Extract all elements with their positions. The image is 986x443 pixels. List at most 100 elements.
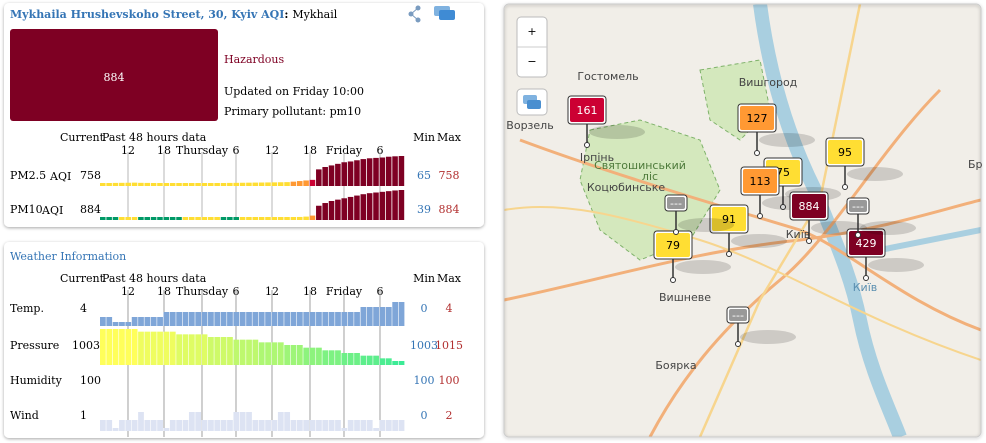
history-bar bbox=[309, 179, 316, 186]
marker[interactable] bbox=[847, 198, 869, 214]
history-bar bbox=[201, 217, 208, 220]
weather-bar bbox=[316, 420, 322, 431]
history-bar bbox=[284, 182, 290, 186]
history-bar bbox=[176, 217, 182, 220]
history-bar bbox=[138, 217, 144, 220]
weather-bar bbox=[341, 428, 348, 431]
history-bar bbox=[106, 217, 112, 220]
history-bar bbox=[385, 156, 392, 186]
weather-bar bbox=[309, 420, 316, 431]
marker-shadow bbox=[675, 260, 731, 274]
history-bar bbox=[208, 217, 214, 220]
weather-bar bbox=[163, 331, 170, 365]
weather-bar bbox=[366, 307, 373, 326]
history-bar bbox=[335, 163, 341, 186]
marker[interactable] bbox=[741, 167, 779, 195]
header-max: Max bbox=[437, 131, 462, 144]
time-label: 18 bbox=[157, 144, 171, 157]
history-bar bbox=[169, 217, 176, 220]
zoom-in: + bbox=[527, 25, 536, 38]
history-bar bbox=[208, 183, 214, 186]
marker-label: 113 bbox=[750, 175, 771, 188]
marker[interactable] bbox=[665, 195, 687, 211]
marker-shadow bbox=[860, 221, 916, 235]
marker-label: 161 bbox=[577, 104, 598, 117]
weather-bar bbox=[258, 420, 265, 431]
weather-bar bbox=[169, 312, 176, 326]
history-bar bbox=[296, 181, 303, 186]
history-bar bbox=[373, 157, 379, 186]
history-bar bbox=[373, 192, 379, 220]
row-max: 758 bbox=[439, 169, 460, 182]
share-icon[interactable] bbox=[408, 5, 421, 23]
weather-bar bbox=[265, 342, 271, 365]
marker-pin bbox=[670, 277, 676, 283]
marker[interactable] bbox=[826, 138, 864, 166]
marker[interactable] bbox=[568, 96, 606, 124]
place-label: Вишневе bbox=[659, 291, 711, 304]
history-bar bbox=[252, 182, 259, 186]
marker[interactable] bbox=[790, 192, 828, 220]
place-label: Коцюбинське bbox=[587, 181, 666, 194]
weather-bar bbox=[220, 420, 227, 431]
weather-bar bbox=[265, 312, 271, 326]
aqi-box bbox=[10, 29, 218, 121]
weather-bar bbox=[125, 329, 132, 365]
weather-bar bbox=[373, 355, 379, 365]
history-bar bbox=[239, 182, 246, 186]
weather-bar bbox=[144, 317, 151, 326]
weather-bar bbox=[138, 317, 144, 326]
place-label: Гостомель bbox=[577, 70, 638, 83]
history-bar bbox=[290, 181, 297, 186]
marker-pin bbox=[735, 341, 741, 347]
weather-bar bbox=[316, 347, 322, 365]
weather-bar bbox=[106, 420, 113, 431]
title-text[interactable]: Mykhaila Hrushevskoho Street, 30, Kyiv A… bbox=[10, 8, 284, 21]
history-bar bbox=[182, 217, 189, 220]
weather-bar bbox=[100, 317, 106, 326]
row-max: 884 bbox=[439, 203, 460, 216]
weather-bar bbox=[322, 312, 329, 326]
history-bar bbox=[366, 158, 373, 186]
time-label: Friday bbox=[326, 144, 363, 157]
history-bar bbox=[131, 217, 138, 220]
history-bar bbox=[398, 156, 405, 186]
weather-bar bbox=[379, 358, 386, 365]
history-bar bbox=[214, 217, 220, 220]
history-bar bbox=[246, 217, 252, 220]
history-bar bbox=[258, 182, 265, 186]
history-bar bbox=[227, 217, 233, 220]
marker[interactable] bbox=[710, 205, 748, 233]
weather-bar bbox=[239, 412, 246, 431]
marker-pin bbox=[584, 142, 590, 148]
comment-icon[interactable] bbox=[434, 6, 455, 20]
marker-label: 79 bbox=[666, 239, 680, 252]
weather-bar bbox=[201, 334, 208, 365]
row-min: 1003 bbox=[410, 339, 438, 352]
weather-bar bbox=[227, 420, 233, 431]
header-min: Min bbox=[413, 131, 435, 144]
history-bar bbox=[195, 183, 201, 186]
weather-bar bbox=[220, 337, 227, 365]
weather-bar bbox=[214, 312, 221, 326]
weather-bar bbox=[366, 355, 373, 365]
weather-bar bbox=[303, 420, 310, 431]
marker-shadow bbox=[740, 330, 796, 344]
weather-bar bbox=[252, 339, 259, 365]
marker-pin bbox=[863, 275, 869, 281]
history-bar bbox=[328, 200, 335, 220]
weather-bar bbox=[392, 361, 399, 365]
marker[interactable] bbox=[727, 307, 749, 323]
row-min: 65 bbox=[417, 169, 431, 182]
marker-label: 91 bbox=[722, 213, 736, 226]
weather-bar bbox=[112, 322, 119, 326]
marker-label: --- bbox=[852, 200, 864, 213]
header-past: Past 48 hours data bbox=[102, 272, 207, 285]
weather-bar bbox=[296, 420, 303, 431]
marker[interactable] bbox=[738, 104, 776, 132]
history-bar bbox=[100, 183, 106, 186]
weather-bar bbox=[385, 420, 392, 431]
weather-bar bbox=[341, 353, 348, 365]
history-bar bbox=[354, 160, 360, 186]
place-label: Київ bbox=[853, 281, 878, 294]
